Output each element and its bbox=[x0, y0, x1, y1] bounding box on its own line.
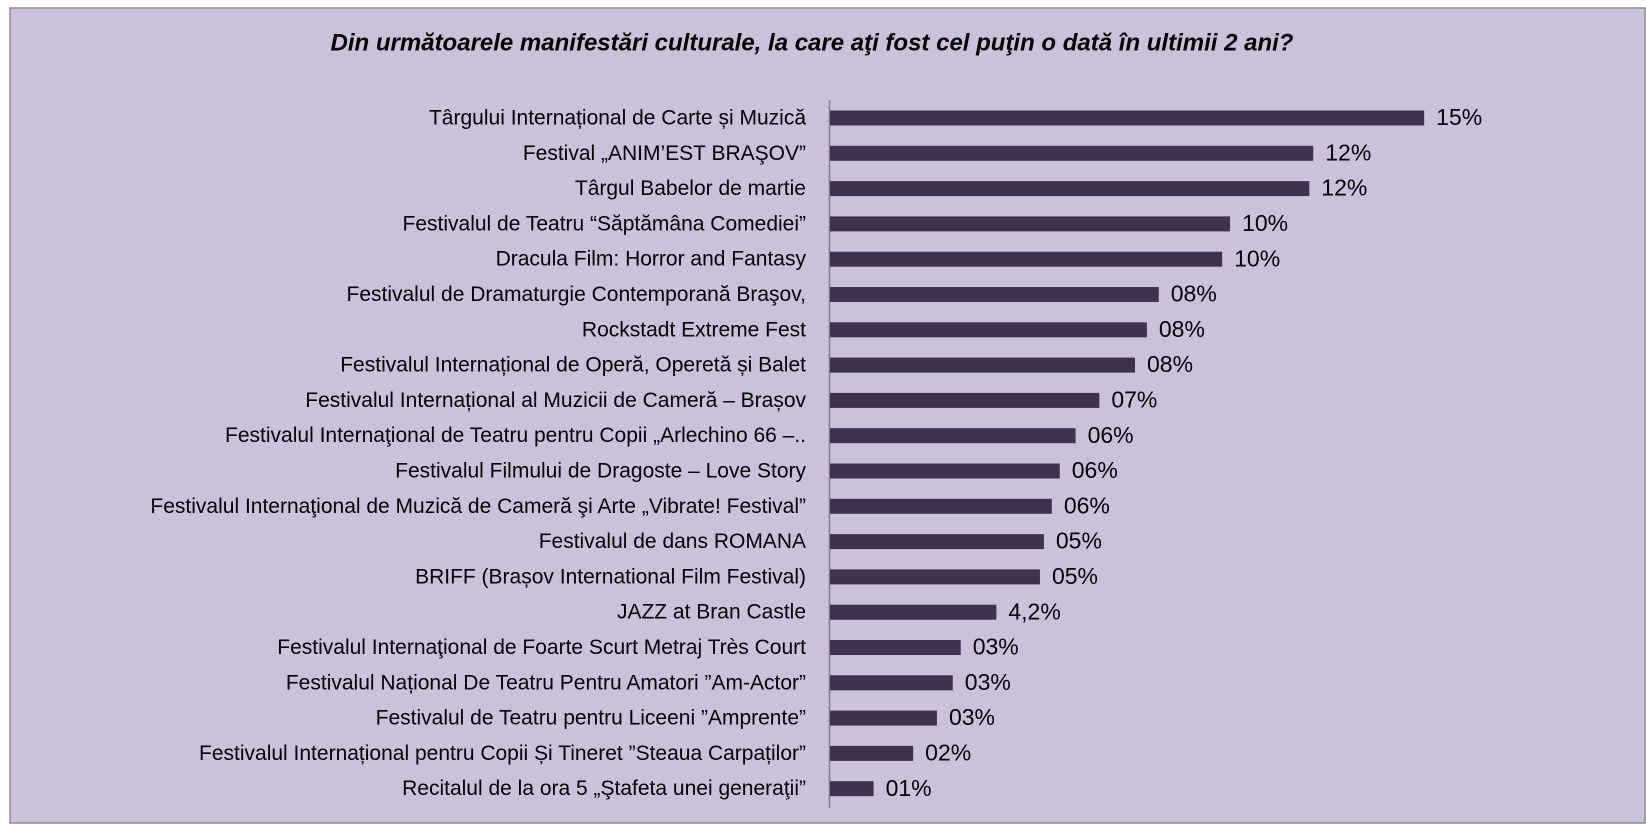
value-label: 05% bbox=[1056, 528, 1102, 554]
bar bbox=[830, 322, 1147, 338]
bar bbox=[830, 604, 997, 620]
bar bbox=[830, 216, 1231, 232]
bar bbox=[830, 287, 1159, 302]
category-label: Festivalul de Teatru pentru Liceeni ”Amp… bbox=[376, 707, 806, 730]
chart-title: Din următoarele manifestări culturale, l… bbox=[331, 29, 1294, 56]
value-label: 03% bbox=[949, 704, 995, 730]
bar bbox=[830, 498, 1052, 514]
bar bbox=[830, 745, 914, 761]
value-label: 07% bbox=[1111, 386, 1157, 412]
value-label: 06% bbox=[1088, 422, 1134, 448]
bar bbox=[830, 463, 1060, 479]
chart-background bbox=[9, 7, 1646, 824]
category-label: Festivalul Internaţional de Foarte Scurt… bbox=[277, 636, 806, 659]
category-label: Festivalul de Teatru “Săptămâna Comediei… bbox=[403, 212, 806, 235]
bar bbox=[830, 357, 1136, 373]
category-label: Dracula Film: Horror and Fantasy bbox=[496, 248, 807, 271]
value-label: 05% bbox=[1052, 563, 1098, 589]
category-label: Festivalul Filmului de Dragoste – Love S… bbox=[395, 460, 806, 483]
bar bbox=[830, 145, 1314, 161]
bar bbox=[830, 675, 953, 691]
category-label: Festivalul de Dramaturgie Contemporană B… bbox=[347, 283, 807, 306]
value-label: 08% bbox=[1159, 316, 1205, 342]
value-label: 02% bbox=[925, 739, 971, 765]
category-label: Recitalul de la ora 5 „Ştafeta unei gene… bbox=[402, 777, 806, 800]
bar bbox=[830, 392, 1100, 408]
value-label: 06% bbox=[1064, 492, 1110, 518]
category-label: Festivalul Internațional al Muzicii de C… bbox=[305, 389, 806, 412]
value-label: 10% bbox=[1242, 210, 1288, 236]
value-label: 01% bbox=[886, 775, 932, 801]
bar bbox=[830, 428, 1076, 444]
category-label: Târgul Babelor de martie bbox=[575, 177, 806, 200]
category-label: JAZZ at Bran Castle bbox=[617, 601, 806, 624]
value-label: 03% bbox=[973, 634, 1019, 660]
bar bbox=[830, 569, 1040, 585]
bar bbox=[830, 534, 1044, 550]
bar bbox=[830, 251, 1223, 267]
value-label: 12% bbox=[1325, 139, 1371, 165]
bar bbox=[830, 181, 1310, 197]
bar bbox=[830, 781, 874, 797]
category-label: Festivalul Național De Teatru Pentru Ama… bbox=[286, 671, 806, 694]
value-label: 08% bbox=[1147, 351, 1193, 377]
bar bbox=[830, 640, 961, 655]
bar bbox=[830, 110, 1425, 126]
bar bbox=[830, 710, 937, 726]
category-label: Festival „ANIM’EST BRAŞOV” bbox=[523, 142, 806, 165]
category-label: BRIFF (Brașov International Film Festiva… bbox=[415, 565, 806, 588]
category-label: Festivalul Internaţional de Muzică de Ca… bbox=[150, 495, 806, 518]
value-label: 4,2% bbox=[1008, 598, 1060, 624]
value-label: 10% bbox=[1234, 245, 1280, 271]
value-label: 03% bbox=[965, 669, 1011, 695]
category-label: Târgului Internațional de Carte și Muzic… bbox=[429, 107, 806, 130]
category-label: Festivalul Internațional de Operă, Opere… bbox=[340, 354, 806, 377]
category-label: Rockstadt Extreme Fest bbox=[582, 318, 806, 341]
category-label: Festivalul Internaţional de Teatru pentr… bbox=[225, 424, 806, 447]
value-label: 06% bbox=[1072, 457, 1118, 483]
category-label: Festivalul Internațional pentru Copii Și… bbox=[199, 742, 806, 765]
value-label: 12% bbox=[1321, 175, 1367, 201]
category-label: Festivalul de dans ROMANA bbox=[539, 530, 806, 553]
value-label: 08% bbox=[1171, 281, 1217, 307]
value-label: 15% bbox=[1436, 104, 1482, 130]
